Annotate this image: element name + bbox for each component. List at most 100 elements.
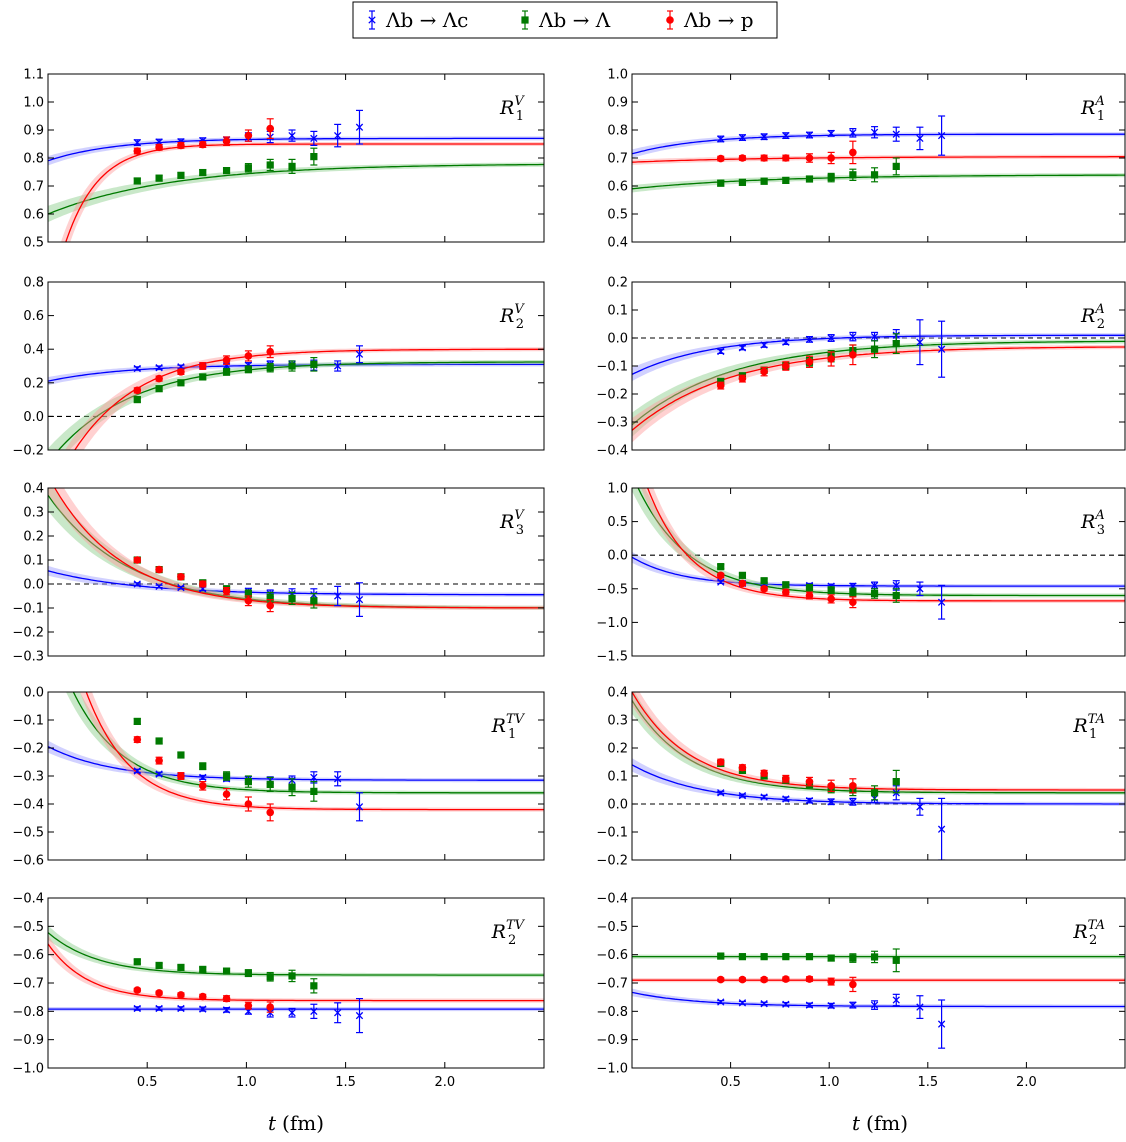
- data-marker: [870, 345, 879, 353]
- legend-label: Λb → Λc: [385, 8, 468, 32]
- data-marker: [849, 148, 857, 157]
- data-marker: [870, 1001, 879, 1009]
- data-point: [849, 778, 857, 794]
- data-point: [916, 995, 924, 1020]
- data-marker: [310, 134, 318, 143]
- data-point: [716, 154, 725, 163]
- data-point: [177, 751, 185, 759]
- data-point: [177, 141, 185, 150]
- y-tick-label: −0.4: [12, 798, 44, 813]
- data-point: [916, 319, 924, 366]
- panel-label: RV 3: [499, 508, 525, 538]
- data-marker: [870, 953, 879, 961]
- plot-area: [48, 488, 544, 618]
- data-marker: [266, 364, 274, 372]
- data-point: [266, 345, 275, 359]
- data-marker-stroke-b: [334, 592, 342, 600]
- data-marker: [355, 350, 364, 358]
- data-point: [805, 583, 814, 592]
- data-point: [827, 977, 835, 986]
- data-point: [738, 975, 747, 984]
- data-marker: [288, 162, 296, 170]
- data-marker: [155, 582, 163, 591]
- data-point: [355, 997, 364, 1034]
- data-point: [355, 109, 364, 145]
- y-tick-label: 0.5: [607, 515, 628, 530]
- data-marker-stroke-b: [937, 131, 946, 140]
- data-point: [782, 953, 790, 961]
- data-point: [155, 364, 163, 372]
- data-marker-stroke-b: [760, 341, 768, 349]
- data-marker: [222, 994, 231, 1003]
- y-tick-label: 0.8: [23, 276, 44, 291]
- data-point: [222, 586, 231, 596]
- y-tick-label: 0.4: [23, 482, 44, 497]
- data-marker: [849, 129, 857, 137]
- data-marker: [760, 585, 768, 593]
- data-marker: [827, 782, 835, 790]
- fit-band: [632, 333, 1125, 382]
- data-point: [760, 177, 768, 185]
- fit-band: [632, 988, 1125, 1009]
- panel-frame: [631, 281, 1126, 451]
- data-point: [310, 592, 318, 609]
- panel-frame: [631, 897, 1126, 1069]
- legend-item: Λb → Λc: [368, 8, 468, 32]
- data-point: [827, 351, 835, 367]
- data-point: [827, 954, 835, 962]
- data-point: [870, 588, 879, 599]
- fit-curve: [48, 363, 544, 382]
- data-marker-stroke-b: [717, 789, 725, 797]
- data-marker-stroke-b: [916, 338, 924, 346]
- data-marker: [199, 373, 207, 381]
- data-marker: [355, 123, 364, 131]
- data-point: [916, 797, 924, 816]
- panel-label: RTA 2: [1072, 918, 1105, 948]
- data-point: [937, 999, 946, 1049]
- y-tick-label: −0.5: [12, 920, 44, 935]
- y-tick-label: 0.9: [23, 124, 44, 139]
- data-marker: [805, 583, 814, 592]
- data-marker-stroke-b: [760, 793, 768, 801]
- data-point: [849, 128, 857, 138]
- fit-band: [79, 692, 544, 812]
- data-marker: [288, 362, 296, 370]
- data-marker: [155, 385, 163, 393]
- data-marker-stroke-b: [782, 1000, 790, 1008]
- data-point: [760, 366, 768, 377]
- data-point: [760, 133, 768, 141]
- data-marker: [288, 972, 296, 980]
- data-marker-stroke-b: [870, 1001, 879, 1009]
- data-point: [199, 373, 207, 381]
- data-marker: [244, 164, 252, 172]
- data-marker: [782, 338, 790, 346]
- data-point: [849, 140, 857, 165]
- data-marker: [177, 573, 185, 581]
- data-point: [849, 976, 857, 993]
- data-point: [760, 975, 768, 984]
- data-marker: [310, 153, 318, 161]
- y-tick-label: 0.0: [23, 686, 44, 701]
- data-point: [133, 717, 141, 725]
- legend-marker-stroke-b: [368, 16, 376, 24]
- data-point: [355, 792, 364, 822]
- data-marker: [805, 131, 814, 139]
- data-marker: [782, 975, 790, 983]
- fit-curve: [632, 692, 1125, 791]
- data-point: [310, 147, 318, 166]
- panel: −0.4 −0.3 −0.2 −0.1 0.0 0.1 0.2 RA 2: [596, 276, 1126, 459]
- data-point: [716, 571, 725, 580]
- data-point: [244, 969, 252, 978]
- data-point: [222, 355, 231, 365]
- data-point: [155, 961, 163, 970]
- data-marker: [244, 131, 253, 140]
- data-point: [266, 971, 274, 982]
- data-marker: [849, 598, 857, 607]
- data-marker-stroke-b: [738, 791, 747, 800]
- data-marker: [782, 1000, 790, 1008]
- data-marker: [266, 1003, 275, 1011]
- data-marker: [310, 597, 318, 605]
- legend: Λb → Λc Λb → Λ Λb → p: [352, 1, 778, 39]
- legend-marker: [521, 16, 529, 24]
- legend-item: Λb → p: [666, 8, 754, 32]
